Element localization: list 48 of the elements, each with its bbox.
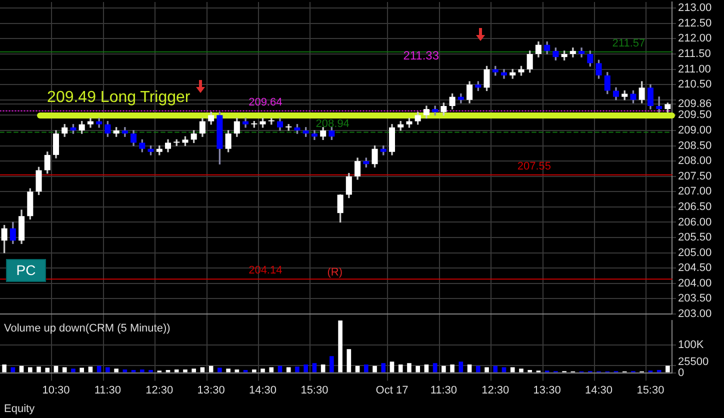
x-tick-label: 14:30 — [249, 384, 277, 396]
y-tick-label: 207.00 — [678, 186, 712, 198]
x-tick-label: 15:30 — [636, 384, 664, 396]
annotation: 211.33 — [403, 48, 440, 62]
y-tick-label: 210.50 — [678, 78, 712, 91]
y-tick-label: 209.00 — [678, 124, 712, 136]
y-tick-label: 203.50 — [678, 292, 712, 305]
y-tick-label: 206.50 — [678, 200, 712, 213]
y-tick-label: 208.50 — [678, 140, 712, 152]
annotation: (R) — [327, 266, 343, 279]
y-tick-label: 211.50 — [678, 48, 711, 60]
x-tick-label: Oct 17 — [376, 384, 408, 396]
x-tick-label: 15:30 — [300, 384, 328, 396]
x-tick-label: 14:30 — [585, 384, 613, 396]
ref-line-label: 211.57 — [612, 37, 646, 50]
text: Equity — [4, 403, 35, 415]
ref-line-label: 207.55 — [517, 160, 552, 172]
y-tick-label: 212.00 — [678, 32, 712, 45]
y-tick-label: 100K — [678, 339, 704, 352]
chart-title: Volume up down(CRM (5 Minute)) — [4, 322, 170, 335]
ref-line-label: 209.64 — [248, 96, 282, 108]
y-tick-label: 209.50 — [678, 109, 712, 122]
x-tick-label: 12:30 — [146, 384, 174, 396]
x-tick-label: 13:30 — [533, 384, 561, 396]
ref-line-label: 208.94 — [316, 118, 350, 130]
y-tick-label: 212.50 — [678, 17, 712, 30]
y-tick-label: 204.00 — [678, 277, 712, 290]
y-tick-label: 209.86 — [678, 98, 712, 110]
y-tick-label: 25500 — [678, 356, 709, 368]
y-tick-label: 211.00 — [678, 63, 711, 76]
ref-line-label: 209.49 Long Trigger — [47, 88, 191, 106]
y-tick-label: 205.50 — [678, 232, 712, 244]
x-tick-label: 13:30 — [197, 384, 225, 396]
y-tick-label: 204.50 — [678, 262, 712, 274]
x-tick-label: 11:30 — [430, 384, 458, 396]
x-tick-label: 12:30 — [482, 384, 510, 396]
y-tick-label: 0 — [678, 366, 684, 379]
x-tick-label: 11:30 — [94, 384, 122, 396]
x-tick-label: 10:30 — [42, 384, 70, 396]
y-tick-label: 206.00 — [678, 216, 712, 228]
y-tick-label: 205.00 — [678, 246, 712, 259]
candlestick — [656, 96, 662, 112]
annotation: PC — [6, 259, 46, 282]
y-tick-label: 203.00 — [678, 308, 712, 320]
y-tick-label: 213.00 — [678, 2, 712, 14]
y-tick-label: 208.00 — [678, 155, 712, 168]
ref-line-label: 204.14 — [248, 264, 282, 277]
y-tick-label: 207.50 — [678, 170, 712, 182]
